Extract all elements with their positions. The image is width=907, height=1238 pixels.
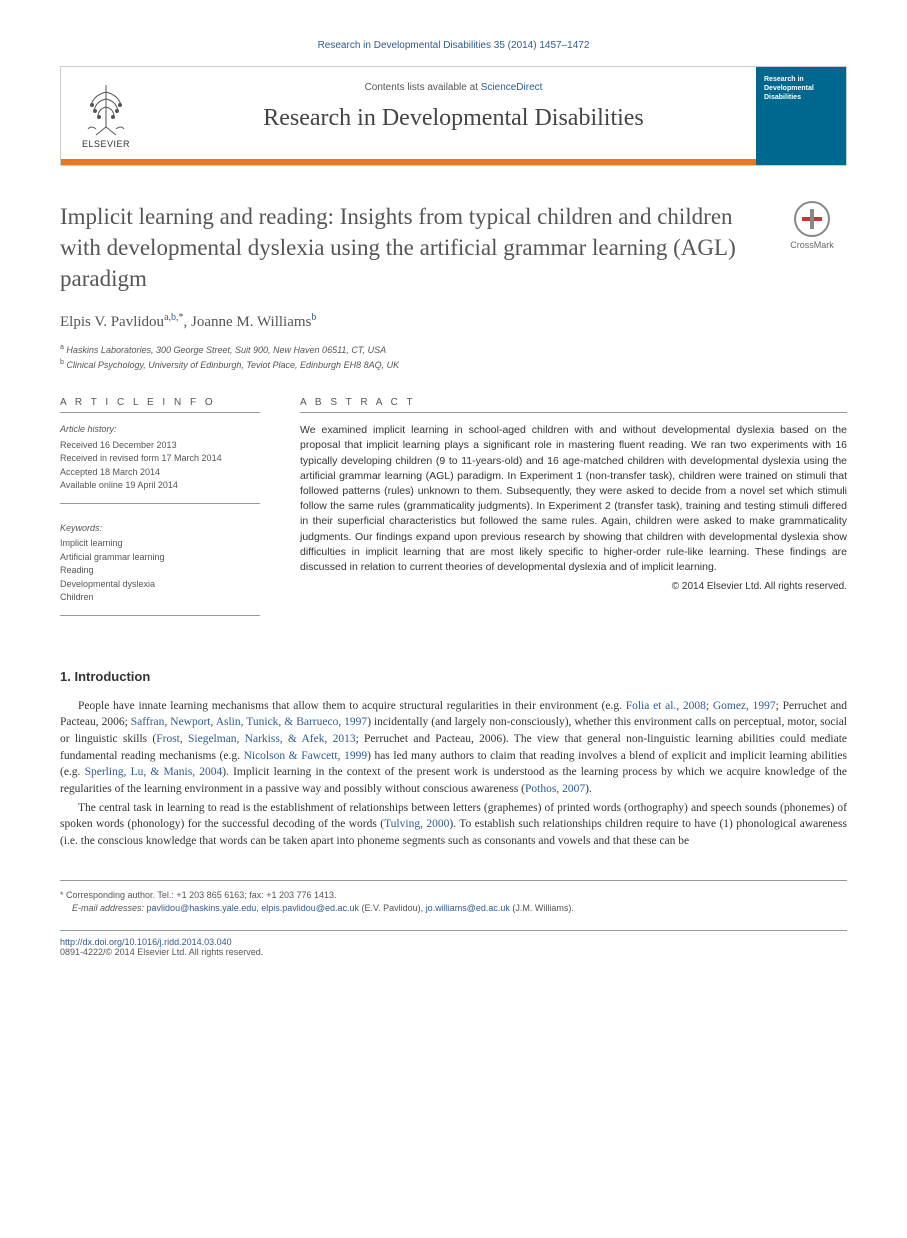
history-label: Article history: — [60, 423, 260, 437]
paragraph: People have innate learning mechanisms t… — [60, 698, 847, 798]
citation-link[interactable]: Pothos, 2007 — [525, 783, 585, 795]
abstract-copyright: © 2014 Elsevier Ltd. All rights reserved… — [300, 581, 847, 592]
history-line: Received 16 December 2013 — [60, 439, 260, 453]
text-run: People have innate learning mechanisms t… — [78, 700, 626, 712]
journal-cover-thumbnail: Research in Developmental Disabilities — [756, 67, 846, 165]
author-name: Elpis V. Pavlidou — [60, 314, 164, 330]
author-affil-sup: a,b, — [164, 312, 178, 323]
affiliations-block: a Haskins Laboratories, 300 George Stree… — [60, 343, 847, 372]
article-history-block: Article history: Received 16 December 20… — [60, 423, 260, 504]
affil-sup: b — [60, 359, 64, 366]
abstract-heading: A B S T R A C T — [300, 397, 847, 413]
author-affil-sup: b — [311, 312, 316, 323]
body-text: People have innate learning mechanisms t… — [60, 698, 847, 850]
article-info-column: A R T I C L E I N F O Article history: R… — [60, 397, 260, 634]
article-info-heading: A R T I C L E I N F O — [60, 397, 260, 413]
email-link[interactable]: pavlidou@haskins.yale.edu — [147, 903, 257, 913]
citation-link[interactable]: Sperling, Lu, & Manis, 2004 — [85, 766, 223, 778]
publisher-name: ELSEVIER — [82, 139, 130, 149]
citation-link[interactable]: Frost, Siegelman, Narkiss, & Afek, 2013 — [156, 733, 355, 745]
crossmark-label: CrossMark — [790, 240, 834, 250]
doi-link[interactable]: http://dx.doi.org/10.1016/j.ridd.2014.03… — [60, 937, 232, 947]
keywords-label: Keywords: — [60, 522, 260, 536]
elsevier-tree-icon — [76, 77, 136, 137]
contents-prefix: Contents lists available at — [365, 82, 481, 93]
crossmark-badge[interactable]: CrossMark — [777, 201, 847, 250]
article-title: Implicit learning and reading: Insights … — [60, 201, 757, 294]
affiliation-line: b Clinical Psychology, University of Edi… — [60, 358, 847, 373]
authors-line: Elpis V. Pavlidoua,b,*, Joanne M. Willia… — [60, 312, 847, 331]
crossmark-icon — [794, 201, 830, 237]
footnote-block: * Corresponding author. Tel.: +1 203 865… — [60, 880, 847, 916]
citation-link[interactable]: Folia et al., 2008; Gomez, 1997 — [626, 700, 776, 712]
doi-block: http://dx.doi.org/10.1016/j.ridd.2014.03… — [60, 930, 847, 957]
history-line: Available online 19 April 2014 — [60, 479, 260, 493]
citation-link[interactable]: Saffran, Newport, Aslin, Tunick, & Barru… — [131, 716, 367, 728]
text-run: (J.M. Williams). — [510, 903, 574, 913]
paragraph: The central task in learning to read is … — [60, 800, 847, 850]
cover-title: Research in Developmental Disabilities — [764, 75, 838, 102]
citation-link[interactable]: Nicolson & Fawcett, 1999 — [244, 750, 368, 762]
email-label: E-mail addresses: — [72, 903, 144, 913]
contents-available-line: Contents lists available at ScienceDirec… — [161, 82, 746, 93]
sciencedirect-link[interactable]: ScienceDirect — [481, 82, 543, 93]
corresponding-author-note: * Corresponding author. Tel.: +1 203 865… — [60, 889, 847, 903]
affil-text: Haskins Laboratories, 300 George Street,… — [66, 345, 386, 355]
history-line: Received in revised form 17 March 2014 — [60, 452, 260, 466]
abstract-text: We examined implicit learning in school-… — [300, 423, 847, 575]
affiliation-line: a Haskins Laboratories, 300 George Stree… — [60, 343, 847, 358]
keyword: Artificial grammar learning — [60, 551, 260, 565]
history-line: Accepted 18 March 2014 — [60, 466, 260, 480]
author-corr-sup: * — [179, 312, 184, 323]
abstract-column: A B S T R A C T We examined implicit lea… — [300, 397, 847, 634]
journal-banner: ELSEVIER Contents lists available at Sci… — [60, 66, 847, 166]
text-run: (E.V. Pavlidou), — [359, 903, 426, 913]
journal-name: Research in Developmental Disabilities — [161, 105, 746, 132]
email-link[interactable]: jo.williams@ed.ac.uk — [426, 903, 510, 913]
author-name: Joanne M. Williams — [191, 314, 311, 330]
publisher-logo-block: ELSEVIER — [61, 67, 151, 165]
email-link[interactable]: elpis.pavlidou@ed.ac.uk — [261, 903, 359, 913]
issn-copyright-line: 0891-4222/© 2014 Elsevier Ltd. All right… — [60, 947, 847, 957]
keyword: Developmental dyslexia — [60, 578, 260, 592]
keywords-block: Keywords: Implicit learning Artificial g… — [60, 522, 260, 616]
running-header: Research in Developmental Disabilities 3… — [60, 40, 847, 51]
section-heading-intro: 1. Introduction — [60, 669, 847, 684]
text-run: ). — [585, 783, 592, 795]
keyword: Children — [60, 591, 260, 605]
citation-link[interactable]: Tulving, 2000 — [384, 818, 449, 830]
email-line: E-mail addresses: pavlidou@haskins.yale.… — [72, 902, 847, 916]
banner-center: Contents lists available at ScienceDirec… — [151, 67, 756, 165]
keyword: Implicit learning — [60, 537, 260, 551]
affil-text: Clinical Psychology, University of Edinb… — [66, 360, 399, 370]
affil-sup: a — [60, 344, 64, 351]
keyword: Reading — [60, 564, 260, 578]
